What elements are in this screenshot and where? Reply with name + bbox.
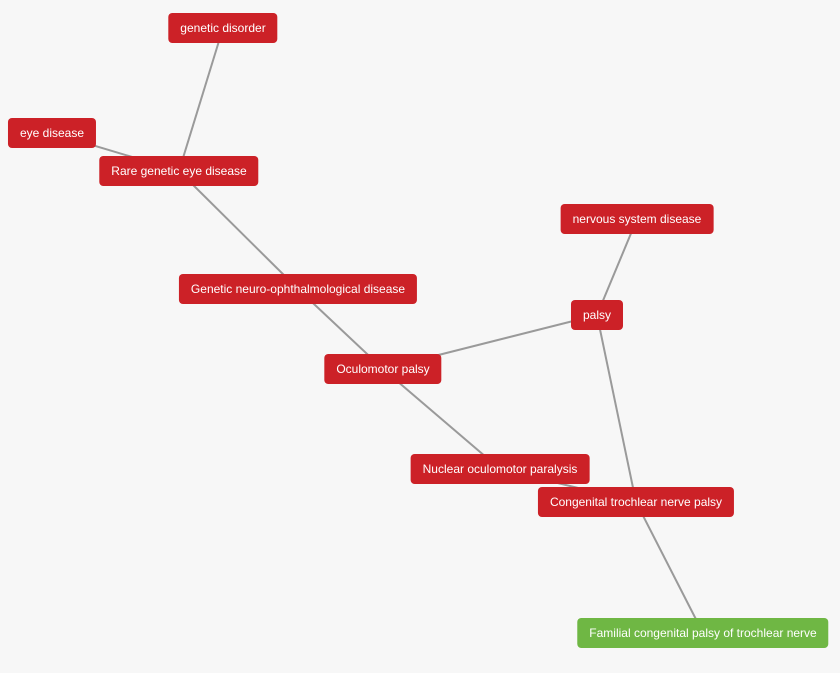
node-rare-genetic-eye[interactable]: Rare genetic eye disease bbox=[99, 156, 258, 186]
edge-rare-genetic-eye-genetic-neuro-oph bbox=[179, 171, 298, 289]
graph-edges-layer bbox=[0, 0, 840, 673]
node-familial-congenital[interactable]: Familial congenital palsy of trochlear n… bbox=[577, 618, 828, 648]
node-nuclear-oculomotor[interactable]: Nuclear oculomotor paralysis bbox=[411, 454, 590, 484]
edge-congenital-trochlear-familial-congenital bbox=[636, 502, 703, 633]
node-nervous-system[interactable]: nervous system disease bbox=[561, 204, 714, 234]
node-palsy[interactable]: palsy bbox=[571, 300, 623, 330]
node-oculomotor-palsy[interactable]: Oculomotor palsy bbox=[324, 354, 441, 384]
edge-palsy-congenital-trochlear bbox=[597, 315, 636, 502]
edge-genetic-disorder-rare-genetic-eye bbox=[179, 28, 223, 171]
node-genetic-disorder[interactable]: genetic disorder bbox=[168, 13, 277, 43]
node-genetic-neuro-oph[interactable]: Genetic neuro-ophthalmological disease bbox=[179, 274, 417, 304]
node-congenital-trochlear[interactable]: Congenital trochlear nerve palsy bbox=[538, 487, 734, 517]
graph-canvas: genetic disorder eye diseaseRare genetic … bbox=[0, 0, 840, 673]
node-eye-disease[interactable]: eye disease bbox=[8, 118, 96, 148]
